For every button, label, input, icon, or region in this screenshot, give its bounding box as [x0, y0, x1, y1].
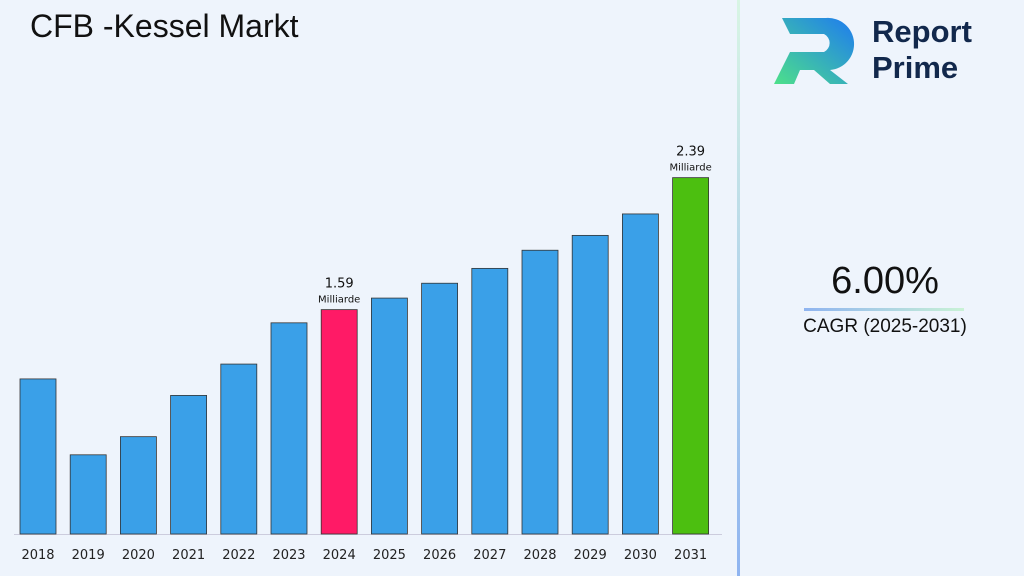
data-label-unit: Milliarde	[669, 163, 711, 174]
bar-2020	[120, 436, 157, 535]
x-tick-label: 2029	[574, 548, 607, 563]
data-label-value: 2.39	[676, 145, 705, 160]
cagr-value: 6.00%	[831, 260, 939, 302]
bar-2030	[622, 213, 659, 535]
bar-2026	[421, 282, 459, 535]
bar-2031	[672, 177, 709, 535]
x-tick-label: 2028	[523, 548, 556, 563]
bar-2019	[69, 454, 107, 535]
x-tick-label: 2023	[272, 548, 305, 563]
data-label-unit: Milliarde	[318, 295, 360, 306]
report-prime-logo-icon	[774, 17, 855, 84]
logo-line1: Report	[872, 14, 972, 49]
x-tick-label: 2031	[674, 548, 707, 563]
x-tick-label: 2020	[122, 548, 155, 563]
logo-text: Report Prime	[872, 14, 972, 86]
bar-2029	[571, 234, 609, 535]
bar-2023	[270, 322, 308, 535]
x-tick-label: 2027	[473, 548, 506, 563]
bar-2021	[170, 395, 208, 535]
logo-line2: Prime	[872, 50, 959, 85]
cagr-label: CAGR (2025-2031)	[803, 316, 967, 337]
cagr-underline	[804, 308, 964, 311]
bar-2022	[220, 363, 258, 535]
bar-2028	[521, 249, 559, 535]
x-tick-label: 2030	[624, 548, 657, 563]
x-tick-label: 2024	[323, 548, 356, 563]
x-tick-label: 2026	[423, 548, 456, 563]
data-label-value: 1.59	[325, 277, 354, 292]
divider	[737, 0, 740, 576]
x-tick-label: 2019	[72, 548, 105, 563]
x-tick-label: 2018	[21, 548, 54, 563]
x-tick-label: 2022	[222, 548, 255, 563]
x-tick-label: 2021	[172, 548, 205, 563]
bar-2024	[320, 309, 358, 535]
bar-2018	[19, 378, 57, 535]
bar-2025	[370, 297, 408, 535]
bar-chart: 2018 2019 2020 2021 2022 2023 2024 1.59 Milliard…	[14, 145, 722, 563]
x-tick-label: 2025	[373, 548, 406, 563]
chart-title: CFB -Kessel Markt	[30, 8, 299, 44]
bar-2027	[471, 267, 509, 535]
